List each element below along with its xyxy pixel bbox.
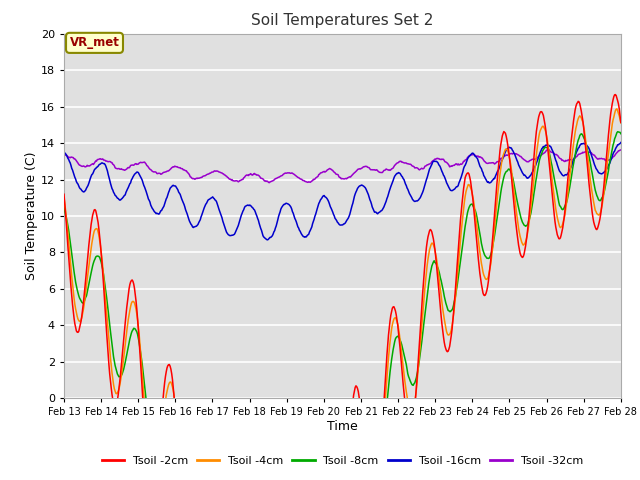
Y-axis label: Soil Temperature (C): Soil Temperature (C) [25, 152, 38, 280]
Title: Soil Temperatures Set 2: Soil Temperatures Set 2 [252, 13, 433, 28]
Text: VR_met: VR_met [70, 36, 120, 49]
Legend: Tsoil -2cm, Tsoil -4cm, Tsoil -8cm, Tsoil -16cm, Tsoil -32cm: Tsoil -2cm, Tsoil -4cm, Tsoil -8cm, Tsoi… [97, 451, 588, 470]
X-axis label: Time: Time [327, 420, 358, 433]
